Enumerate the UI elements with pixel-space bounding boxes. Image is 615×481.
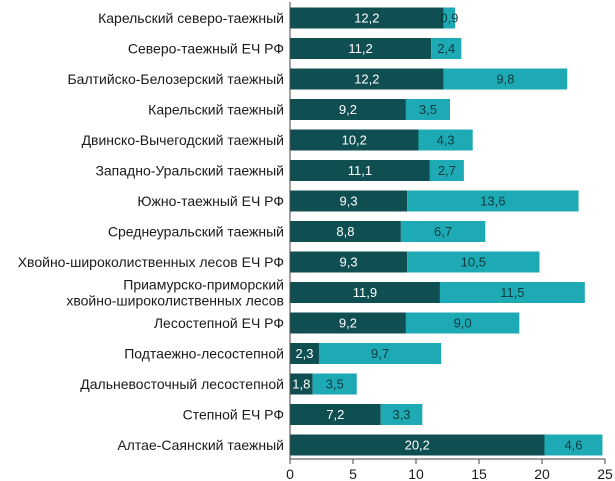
- bar-series1-2: [290, 68, 444, 90]
- bar-series1-14: [290, 434, 545, 456]
- value-label-series1-10: 9,2: [339, 316, 357, 331]
- bar-series2-7: [400, 221, 486, 242]
- x-tick-label-0: 0: [286, 466, 294, 481]
- value-label-series1-8: 9,3: [340, 255, 358, 270]
- bar-series1-8: [290, 251, 408, 273]
- value-label-series1-5: 11,1: [348, 163, 372, 178]
- value-label-series2-7: 6,7: [434, 224, 452, 239]
- value-label-series1-2: 12,2: [354, 72, 379, 87]
- bar-series2-6: [407, 190, 579, 212]
- bar-series1-10: [290, 312, 406, 334]
- category-label-10: Лесостепной ЕЧ РФ: [154, 315, 284, 331]
- bar-series2-0: [443, 7, 456, 29]
- value-label-series1-13: 7,2: [326, 407, 344, 422]
- bar-series2-3: [405, 99, 451, 120]
- bar-series2-2: [443, 68, 568, 90]
- category-label-3: Карельский таежный: [148, 102, 284, 118]
- x-tick-label-5: 5: [349, 466, 357, 481]
- category-label-6: Южно-таежный ЕЧ РФ: [137, 193, 284, 209]
- bar-series2-10: [405, 312, 520, 334]
- bar-series1-0: [290, 7, 444, 29]
- value-label-series2-6: 13,6: [480, 194, 505, 209]
- value-label-series2-0: 0,9: [440, 11, 458, 26]
- bar-series2-13: [380, 404, 423, 425]
- x-tick-label-10: 10: [408, 466, 424, 481]
- category-label-0: Карельский северо-таежный: [98, 10, 284, 26]
- category-label-1: Северо-таежный ЕЧ РФ: [128, 41, 284, 57]
- category-label-4: Двинско-Вычегодский таежный: [82, 132, 284, 148]
- value-label-series1-12: 1,8: [292, 377, 310, 392]
- bar-series1-6: [290, 190, 408, 212]
- category-label-12: Дальневосточный лесостепной: [80, 376, 284, 392]
- value-label-series2-13: 3,3: [392, 407, 410, 422]
- category-label-8: Хвойно-широколиственных лесов ЕЧ РФ: [18, 254, 284, 270]
- category-label-7: Среднеуральский таежный: [108, 224, 284, 240]
- bar-series1-4: [290, 129, 419, 151]
- value-label-series1-1: 11,2: [348, 41, 372, 56]
- bar-series2-11: [318, 343, 442, 364]
- value-label-series2-10: 9,0: [454, 316, 472, 331]
- bar-series1-11: [290, 343, 319, 364]
- category-label-5: Западно-Уральский таежный: [95, 163, 284, 179]
- value-label-series2-14: 4,6: [564, 438, 582, 453]
- bar-series2-12: [312, 373, 357, 395]
- category-label-9-line-1: хвойно-широколиственных лесов: [66, 293, 284, 309]
- value-label-series2-2: 9,8: [496, 72, 514, 87]
- category-label-11: Подтаежно-лесостепной: [124, 346, 284, 362]
- value-label-series1-6: 9,3: [340, 194, 358, 209]
- bar-series2-4: [418, 129, 473, 151]
- value-label-series1-11: 2,3: [295, 346, 313, 361]
- category-labels: Карельский северо-таежный Северо-таежный …: [18, 10, 284, 453]
- value-label-series1-4: 10,2: [342, 133, 367, 148]
- x-tick-label-25: 25: [597, 466, 613, 481]
- bar-series1-5: [290, 160, 430, 181]
- x-axis: 0 5 10 15 20 25: [286, 2, 613, 481]
- value-label-series2-12: 3,5: [326, 377, 344, 392]
- category-label-2: Балтийско-Белозерский таежный: [67, 71, 284, 87]
- value-label-series1-0: 12,2: [354, 11, 379, 26]
- bar-series1-7: [290, 221, 401, 242]
- x-tick-label-15: 15: [471, 466, 487, 481]
- value-label-series1-14: 20,2: [405, 438, 430, 453]
- bar-series1-13: [290, 404, 381, 425]
- value-label-series2-1: 2,4: [437, 41, 455, 56]
- value-label-series1-3: 9,2: [339, 102, 357, 117]
- value-label-series1-7: 8,8: [336, 224, 354, 239]
- category-label-14: Алтае-Саянский таежный: [117, 437, 284, 453]
- bar-series2-1: [431, 38, 462, 59]
- bar-series1-1: [290, 38, 432, 59]
- bar-series1-3: [290, 99, 406, 120]
- bar-series2-9: [439, 282, 585, 303]
- bar-series2-14: [544, 434, 603, 456]
- bar-series2-8: [407, 251, 540, 273]
- bar-series2-5: [429, 160, 464, 181]
- value-label-series2-11: 9,7: [371, 346, 389, 361]
- value-label-series2-8: 10,5: [461, 255, 486, 270]
- value-label-series2-3: 3,5: [419, 102, 437, 117]
- value-label-series2-5: 2,7: [438, 163, 456, 178]
- category-label-13: Степной ЕЧ РФ: [183, 407, 284, 423]
- category-label-9-line-0: Приамурско-приморский: [123, 277, 284, 293]
- x-tick-label-20: 20: [534, 466, 550, 481]
- bars-layer: 12,2 0,9 11,2 2,4 12,2 9,8 9,2 3,5 10,2 4,3 11,1 2,…: [290, 7, 603, 456]
- bar-series1-9: [290, 282, 440, 303]
- value-label-series2-4: 4,3: [437, 133, 455, 148]
- value-label-series1-9: 11,9: [353, 285, 377, 300]
- value-label-series2-9: 11,5: [500, 285, 524, 300]
- bar-series1-12: [290, 373, 313, 395]
